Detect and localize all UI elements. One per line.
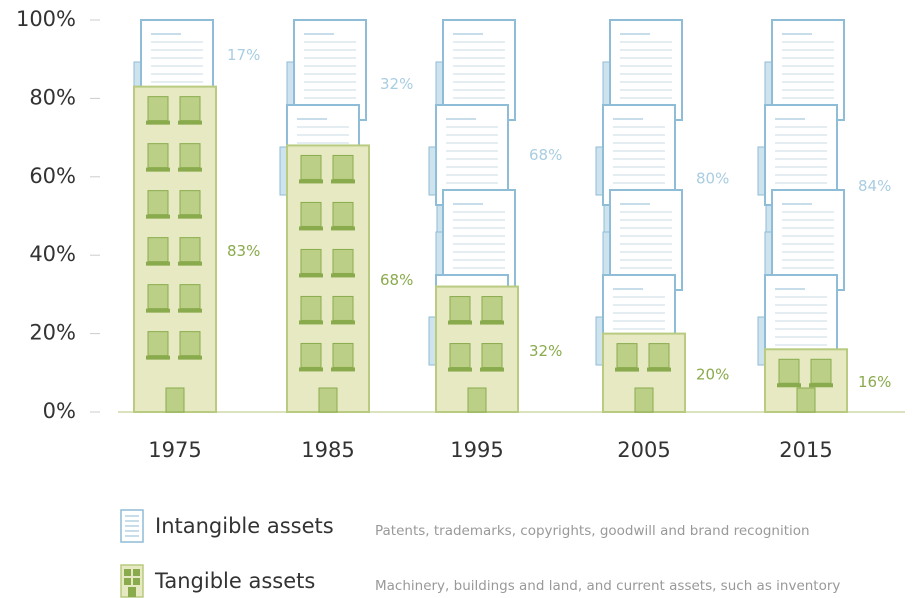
window-ledge	[448, 321, 472, 325]
window	[482, 344, 502, 368]
value-label: 68%	[380, 271, 413, 289]
window-ledge	[331, 179, 355, 183]
window	[180, 144, 200, 168]
value-label: 32%	[529, 342, 562, 360]
window	[180, 332, 200, 356]
window-ledge	[178, 262, 202, 266]
window-ledge	[647, 368, 671, 372]
door	[635, 388, 653, 412]
window	[148, 191, 168, 215]
y-tick-label: 0%	[43, 399, 76, 423]
y-tick-label: 40%	[29, 242, 76, 266]
window	[301, 249, 321, 273]
legend-icon-window	[124, 578, 131, 585]
window	[301, 296, 321, 320]
window	[148, 238, 168, 262]
window-ledge	[146, 121, 170, 125]
window-ledge	[331, 320, 355, 324]
window-ledge	[299, 179, 323, 183]
window-ledge	[809, 383, 833, 387]
window-ledge	[480, 368, 504, 372]
door	[319, 388, 337, 412]
window-ledge	[615, 368, 639, 372]
window	[333, 296, 353, 320]
value-label: 83%	[227, 242, 260, 260]
legend-icon-window	[133, 569, 140, 576]
window	[180, 238, 200, 262]
window	[180, 285, 200, 309]
window-ledge	[299, 273, 323, 277]
window-ledge	[178, 215, 202, 219]
window	[450, 344, 470, 368]
x-tick-label: 2015	[779, 438, 832, 462]
window	[301, 343, 321, 367]
y-tick-label: 100%	[16, 7, 76, 31]
value-label: 17%	[227, 46, 260, 64]
x-tick-label: 1975	[148, 438, 201, 462]
window-ledge	[299, 367, 323, 371]
window-ledge	[146, 356, 170, 360]
window-ledge	[480, 321, 504, 325]
window	[148, 144, 168, 168]
legend-description: Patents, trademarks, copyrights, goodwil…	[375, 523, 810, 539]
legend-icon-window	[124, 569, 131, 576]
value-label: 84%	[858, 177, 891, 195]
chart: 0% 20% 40% 60% 80% 100% 1975 83% 17% 1985 68% 32% 19…	[0, 0, 915, 598]
window	[180, 191, 200, 215]
y-tick-label: 80%	[29, 85, 76, 109]
window-ledge	[299, 226, 323, 230]
window-ledge	[178, 121, 202, 125]
value-label: 20%	[696, 365, 729, 383]
window-ledge	[299, 320, 323, 324]
door	[166, 388, 184, 412]
tangible-segment	[134, 87, 216, 412]
window	[148, 332, 168, 356]
window-ledge	[146, 262, 170, 266]
window	[482, 297, 502, 321]
window-ledge	[146, 309, 170, 313]
y-tick-label: 60%	[29, 164, 76, 188]
window	[333, 343, 353, 367]
window-ledge	[146, 168, 170, 172]
x-tick-label: 2005	[617, 438, 670, 462]
legend-description: Machinery, buildings and land, and curre…	[375, 578, 840, 594]
window-ledge	[331, 226, 355, 230]
window-ledge	[331, 273, 355, 277]
window	[811, 359, 831, 383]
window	[450, 297, 470, 321]
window	[301, 202, 321, 226]
window-ledge	[146, 215, 170, 219]
legend-label: Intangible assets	[155, 514, 334, 538]
window	[779, 359, 799, 383]
window	[180, 97, 200, 121]
legend-icon-door	[128, 587, 136, 597]
door	[468, 388, 486, 412]
window-ledge	[777, 383, 801, 387]
x-tick-label: 1985	[301, 438, 354, 462]
window	[649, 344, 669, 368]
window	[148, 285, 168, 309]
window-ledge	[178, 168, 202, 172]
value-label: 80%	[696, 169, 729, 187]
value-label: 68%	[529, 146, 562, 164]
window	[333, 249, 353, 273]
window	[333, 155, 353, 179]
window-ledge	[178, 356, 202, 360]
window	[617, 344, 637, 368]
window-ledge	[331, 367, 355, 371]
window-ledge	[178, 309, 202, 313]
x-tick-label: 1995	[450, 438, 503, 462]
window-ledge	[448, 368, 472, 372]
window	[148, 97, 168, 121]
window	[301, 155, 321, 179]
door	[797, 388, 815, 412]
legend-label: Tangible assets	[154, 569, 315, 593]
legend-icon-window	[133, 578, 140, 585]
window	[333, 202, 353, 226]
y-tick-label: 20%	[29, 321, 76, 345]
value-label: 32%	[380, 75, 413, 93]
value-label: 16%	[858, 373, 891, 391]
tangible-segment	[287, 145, 369, 412]
